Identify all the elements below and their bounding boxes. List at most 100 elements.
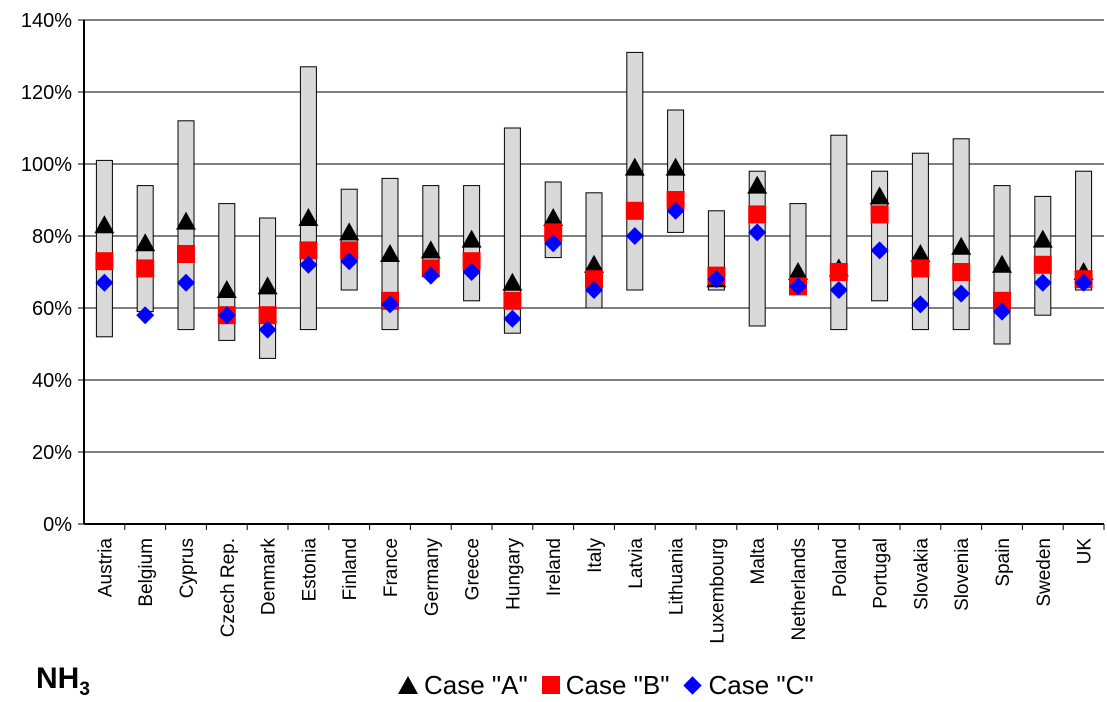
case-a-point <box>216 280 237 298</box>
case-c-point <box>829 281 848 299</box>
range-bar <box>952 138 970 331</box>
x-tick-label: Belgium <box>136 538 157 607</box>
case-b-point <box>952 263 971 281</box>
y-tick-label: 40% <box>32 370 72 392</box>
case-c-point <box>911 295 930 314</box>
case-c-point <box>585 281 603 299</box>
case-a-point <box>624 157 645 176</box>
case-c-point <box>707 270 726 289</box>
case-c-point <box>1074 273 1093 292</box>
case-b-point <box>177 245 195 263</box>
case-c-point <box>789 277 807 296</box>
case-b-point <box>503 291 522 310</box>
x-tick-label: Poland <box>830 538 851 597</box>
legend-item-case-b: Case "B" <box>541 669 670 701</box>
case-b-point <box>340 241 359 260</box>
x-tick-label: Spain <box>993 538 1014 587</box>
x-tick-label: Slovenia <box>952 538 973 611</box>
case-c-point <box>993 302 1011 321</box>
legend-label-case-c: Case "C" <box>708 669 814 700</box>
legend-item-case-a: Case "A" <box>398 670 528 701</box>
y-tick-label: 140% <box>21 10 72 32</box>
case-a-point <box>992 254 1012 273</box>
x-tick-label: Austria <box>95 538 116 598</box>
x-tick-label: France <box>381 538 402 597</box>
case-c-point <box>503 309 522 328</box>
case-a-point <box>869 186 890 205</box>
y-tick-label: 100% <box>21 154 72 176</box>
x-tick-label: Netherlands <box>789 538 810 640</box>
case-c-point <box>217 306 236 325</box>
x-tick-label: Cyprus <box>177 538 198 598</box>
case-c-point <box>136 306 155 325</box>
case-a-point <box>747 175 768 194</box>
x-tick-label: Hungary <box>503 538 524 610</box>
case-b-point <box>993 291 1011 310</box>
case-c-point <box>748 223 767 242</box>
x-tick-label: Italy <box>585 538 606 573</box>
case-c-point <box>258 320 277 339</box>
case-c-point <box>340 252 359 271</box>
case-a-point <box>380 244 400 262</box>
case-b-point <box>299 241 318 260</box>
case-a-point <box>298 208 319 226</box>
case-a-point <box>339 222 360 241</box>
case-c-point <box>95 273 114 292</box>
y-tick-label: 20% <box>32 442 72 464</box>
case-b-point <box>258 306 277 325</box>
legend: Case "A" Case "B" Case "C" <box>398 668 828 702</box>
x-tick-label: Greece <box>463 538 484 600</box>
case-a-point <box>461 229 482 248</box>
pollutant-label: NH3 <box>36 662 90 701</box>
x-tick-label: Finland <box>340 538 361 600</box>
x-tick-label: Malta <box>748 538 769 585</box>
case-c-point <box>625 227 644 245</box>
case-b-point <box>1033 255 1052 274</box>
legend-label-case-a: Case "A" <box>424 669 528 700</box>
legend-label-case-b: Case "B" <box>565 669 670 700</box>
case-c-point <box>177 273 195 292</box>
case-b-point <box>870 205 889 224</box>
case-b-point <box>625 201 644 220</box>
x-tick-label: Slovakia <box>911 538 932 610</box>
x-tick-label: UK <box>1075 538 1096 565</box>
case-c-point <box>666 201 685 220</box>
case-a-point <box>502 272 523 291</box>
x-tick-label: Portugal <box>871 538 892 609</box>
case-c-point <box>1033 273 1052 292</box>
range-bar <box>748 170 766 327</box>
case-b-point <box>544 223 563 242</box>
case-b-point <box>136 259 155 278</box>
diamond-marker-icon <box>683 675 703 695</box>
x-tick-label: Luxembourg <box>707 538 728 644</box>
case-c-point <box>870 241 889 260</box>
range-bar <box>830 134 848 331</box>
range-bar <box>95 159 113 338</box>
case-b-point <box>829 263 848 281</box>
x-tick-label: Denmark <box>259 538 280 616</box>
case-a-point <box>257 276 278 295</box>
case-c-point <box>381 295 399 314</box>
y-tick-label: 60% <box>32 298 72 320</box>
range-bar <box>299 66 317 331</box>
case-b-point <box>95 252 114 271</box>
legend-item-case-c: Case "C" <box>683 669 814 701</box>
case-a-point <box>94 215 115 234</box>
case-a-point <box>665 157 686 176</box>
case-b-point <box>748 205 767 224</box>
x-tick-label: Sweden <box>1034 538 1055 607</box>
case-c-point <box>544 234 563 253</box>
x-tick-label: Estonia <box>299 538 320 602</box>
x-tick-label: Lithuania <box>667 538 688 616</box>
square-marker-icon <box>541 676 560 694</box>
case-b-point <box>666 191 685 209</box>
case-b-point <box>911 259 930 278</box>
case-a-point <box>584 254 604 273</box>
case-b-point <box>462 252 481 271</box>
case-a-point <box>543 208 564 226</box>
pollutant-name: NH <box>36 662 80 695</box>
x-tick-label: Czech Rep. <box>218 538 239 637</box>
case-a-point <box>1032 229 1053 248</box>
case-a-point <box>910 244 931 262</box>
